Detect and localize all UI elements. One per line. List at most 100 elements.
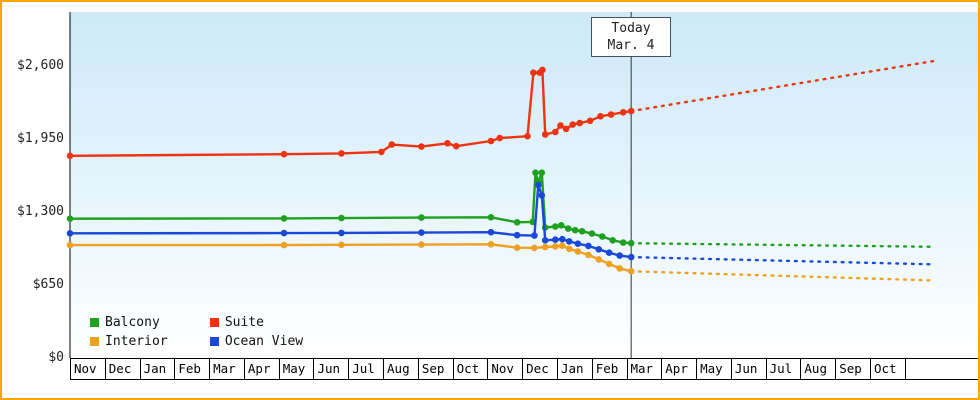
series-point-interior [513,244,521,251]
series-point-ocean-view [338,229,345,237]
y-axis-label: $2,600 [17,58,64,73]
month-cell: Aug [800,359,835,379]
series-point-ocean-view [565,238,573,245]
series-point-ocean-view [595,246,603,253]
series-point-suite [541,131,549,138]
y-axis-label: $0 [48,350,64,365]
series-point-ocean-view [574,240,582,247]
series-point-balcony [338,214,345,222]
suite-swatch-icon [209,317,219,327]
series-point-interior [541,243,549,251]
series-point-ocean-view [627,253,635,261]
series-point-balcony [588,230,596,237]
month-cell: Apr [243,359,279,379]
series-point-suite [378,148,385,156]
month-cell: Oct [869,359,905,379]
series-point-interior [627,268,635,275]
series-point-suite [597,113,604,120]
series-line-suite [69,68,632,157]
balcony-swatch-icon [90,317,99,327]
legend-label: Balcony [105,315,160,330]
series-point-balcony [552,223,559,230]
month-cell: Mar [209,359,244,379]
legend-label: Ocean View [224,334,304,349]
series-point-ocean-view [616,252,623,259]
month-cell: Apr [661,359,696,379]
series-point-suite [496,134,504,142]
month-cell: Jul [348,359,383,379]
series-point-suite [452,142,460,150]
series-point-suite [530,69,537,76]
today-label-line1: Today [611,21,651,36]
series-point-ocean-view [585,242,592,250]
legend-row: Interior Ocean View [90,332,303,351]
series-point-interior [338,241,345,249]
series-point-suite [524,132,531,140]
series-point-ocean-view [66,230,74,237]
ocean-view-swatch-icon [209,336,219,346]
month-cell-filler [904,359,978,379]
series-point-suite [552,128,559,136]
month-cell: May [278,359,314,379]
series-point-suite [627,107,635,115]
today-label-line2: Mar. 4 [607,38,655,53]
series-point-suite [619,109,627,116]
series-point-suite [66,152,74,160]
month-cell: Oct [452,359,488,379]
month-cell: Dec [104,359,140,379]
series-point-suite [280,150,288,158]
month-cell: Feb [591,359,627,379]
series-point-ocean-view [538,192,546,199]
series-point-balcony [538,169,546,176]
series-point-balcony [578,228,586,235]
month-cell: Jan [139,359,175,379]
series-point-suite [338,150,345,157]
series-point-balcony [513,219,521,226]
series-point-interior [66,241,74,249]
series-point-suite [569,121,576,128]
month-cell: Nov [70,359,105,379]
series-point-balcony [280,215,288,222]
series-point-suite [557,122,564,129]
series-point-ocean-view [541,237,549,244]
series-point-interior [605,260,613,268]
series-point-suite [388,141,396,148]
series-point-ocean-view [552,236,559,243]
series-projection-suite [630,59,936,113]
series-point-interior [565,245,573,253]
series-point-suite [607,111,615,118]
series-point-ocean-view [535,181,542,189]
legend-label: Suite [224,315,264,330]
month-cell: Jun [313,359,348,379]
month-cell: Mar [626,359,662,379]
series-point-balcony [619,239,627,246]
series-point-ocean-view [513,231,521,239]
series-point-interior [487,241,495,248]
series-point-suite [576,119,583,127]
series-point-balcony [627,239,635,247]
legend: Balcony Suite Interior Ocean View [90,313,303,351]
y-axis-label: $1,950 [17,131,64,146]
month-cell: Feb [174,359,209,379]
month-cell: Sep [835,359,870,379]
series-point-suite [562,125,570,133]
series-projection-ocean-view [630,255,936,266]
series-point-balcony [564,225,572,232]
series-point-interior [531,244,538,252]
legend-item-ocean-view: Ocean View [209,332,304,351]
series-point-interior [552,243,559,250]
series-point-suite [418,143,425,150]
legend-row: Balcony Suite [90,313,303,332]
month-cell: Dec [522,359,557,379]
month-cell: Sep [417,359,453,379]
series-point-interior [616,265,623,272]
series-point-balcony [609,237,616,244]
legend-item-suite: Suite [209,313,264,332]
legend-item-balcony: Balcony [90,313,202,332]
series-point-suite [444,140,451,147]
series-projection-balcony [630,241,936,249]
series-point-ocean-view [418,229,425,236]
series-point-balcony [418,214,425,221]
